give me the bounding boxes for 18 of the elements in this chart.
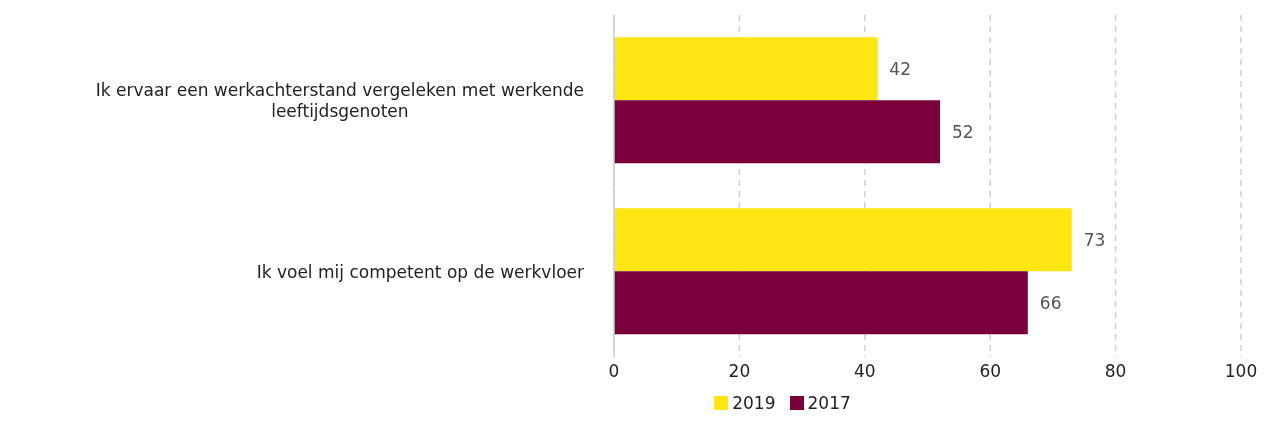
bar [614, 208, 1072, 272]
x-tick-label: 20 [728, 361, 751, 382]
x-tick-label: 100 [1224, 361, 1258, 382]
data-label: 52 [952, 121, 974, 142]
legend-label: 2017 [806, 393, 851, 413]
x-tick-label: 40 [853, 361, 876, 382]
data-label: 66 [1039, 292, 1062, 313]
data-label: 42 [889, 58, 911, 79]
x-tick-label: 80 [1104, 361, 1127, 382]
y-tick-label: Ik ervaar een werkachterstand vergeleken met werkende leeftijdsgenoten [95, 80, 585, 121]
data-label: 73 [1083, 229, 1106, 250]
x-tick-label: 0 [608, 361, 620, 382]
bar [614, 100, 941, 164]
legend-label: 2019 [731, 393, 776, 413]
bar [614, 271, 1028, 335]
bar [614, 37, 878, 101]
x-tick-label: 60 [979, 361, 1002, 382]
y-tick-label: Ik voel mij competent op de werkvloer [256, 261, 585, 282]
